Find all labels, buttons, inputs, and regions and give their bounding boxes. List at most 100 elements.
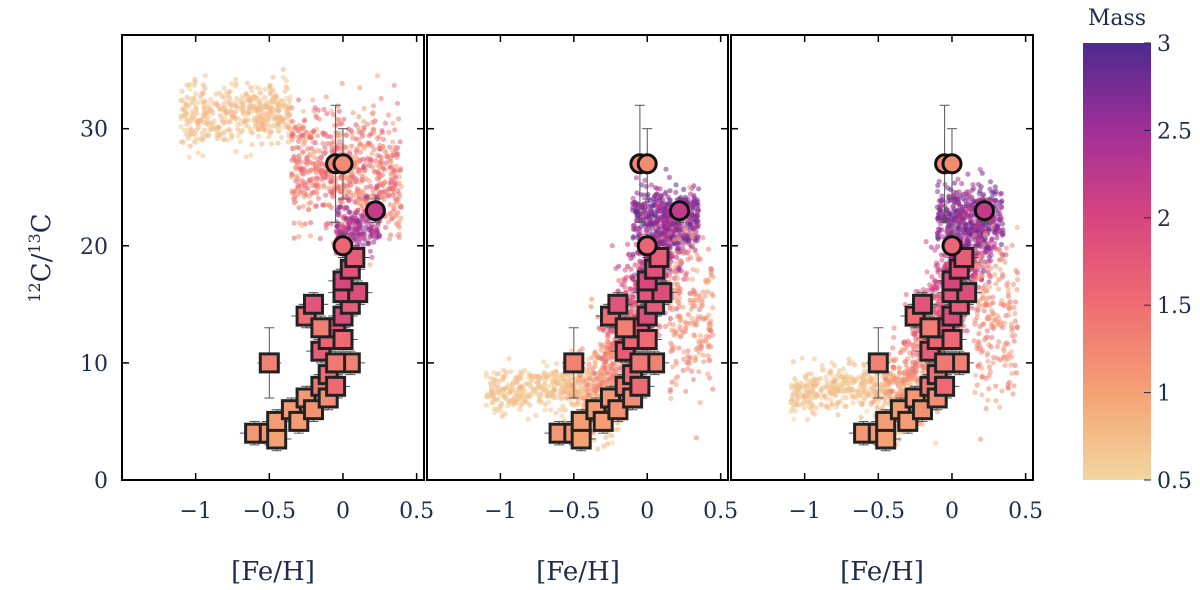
model-point [326, 185, 332, 191]
model-point [678, 268, 685, 274]
model-point [506, 356, 512, 362]
model-point [215, 124, 221, 130]
model-point [367, 248, 373, 254]
model-point [297, 220, 303, 226]
model-point [295, 138, 301, 144]
observations-2 [548, 153, 690, 450]
x-ticks-2: −1 −0.5 0 0.5 [427, 35, 738, 524]
x-tick-label: 0 [336, 499, 350, 524]
model-point [394, 100, 401, 106]
model-point [622, 279, 628, 285]
model-point [369, 164, 375, 170]
model-point [214, 102, 220, 108]
model-point [361, 105, 367, 112]
panel-1: −1 −0.5 0 0.5 [Fe/H] [121, 34, 434, 587]
model-point [341, 116, 347, 122]
model-point [354, 179, 360, 185]
model-point [805, 393, 811, 399]
model-point [187, 81, 193, 88]
model-point [827, 368, 833, 374]
model-point [379, 194, 385, 200]
model-point [691, 226, 697, 232]
model-point [324, 111, 330, 117]
model-point [315, 107, 321, 113]
model-point [888, 388, 894, 394]
model-point [532, 373, 539, 379]
model-point [297, 128, 303, 135]
model-point [336, 108, 342, 114]
model-point [908, 381, 914, 387]
model-point [677, 318, 683, 324]
model-point [696, 186, 702, 192]
model-point [396, 116, 402, 122]
model-point [897, 382, 904, 388]
panel-frame-2 [426, 34, 729, 481]
model-point [344, 215, 350, 222]
model-point [371, 239, 377, 245]
model-point [350, 110, 356, 116]
model-point [361, 228, 367, 234]
model-point [198, 92, 204, 98]
model-point [635, 206, 641, 212]
model-point [374, 228, 380, 234]
model-point [705, 277, 712, 283]
model-point [610, 361, 616, 367]
model-point [642, 177, 648, 183]
model-point [700, 235, 706, 241]
model-point [896, 365, 902, 371]
model-point [805, 371, 811, 377]
model-point [363, 194, 369, 200]
model-point [525, 416, 531, 422]
model-point [201, 104, 207, 110]
model-point [323, 94, 329, 100]
observations-1 [244, 153, 386, 450]
x-tick-label: 0 [640, 499, 654, 524]
model-point [396, 180, 402, 186]
model-point [673, 361, 679, 367]
model-point [269, 98, 276, 104]
model-point [891, 366, 897, 372]
model-point [309, 145, 315, 151]
model-point [610, 381, 616, 387]
model-point [599, 366, 605, 372]
model-point [882, 396, 888, 402]
model-point [328, 178, 334, 185]
observed-star-square [636, 329, 658, 350]
model-point [861, 362, 868, 369]
model-point [669, 379, 675, 385]
model-point [370, 103, 377, 109]
model-point [220, 102, 226, 108]
model-point [690, 241, 696, 247]
model-point [356, 190, 362, 196]
model-point [663, 201, 669, 207]
model-point [364, 142, 370, 148]
model-point [842, 377, 848, 383]
model-point [237, 138, 244, 145]
model-point [681, 349, 687, 355]
model-point [660, 220, 666, 226]
model-point [697, 306, 703, 313]
model-point [179, 88, 185, 94]
model-point [698, 333, 704, 339]
model-point [492, 409, 498, 415]
model-point [198, 136, 204, 142]
model-point [341, 206, 347, 212]
model-point [388, 176, 394, 182]
model-point [601, 443, 607, 449]
model-point [654, 185, 660, 192]
model-point [612, 370, 618, 376]
model-point [697, 400, 703, 406]
model-point [846, 356, 852, 362]
model-point [317, 168, 323, 174]
model-point [192, 79, 198, 85]
model-point [357, 149, 364, 155]
model-point [359, 205, 365, 211]
model-point [832, 362, 838, 369]
model-point [674, 260, 680, 266]
model-point [592, 360, 598, 366]
model-point [668, 348, 674, 354]
model-point [873, 377, 879, 383]
model-point [634, 190, 640, 196]
model-point [233, 76, 239, 82]
